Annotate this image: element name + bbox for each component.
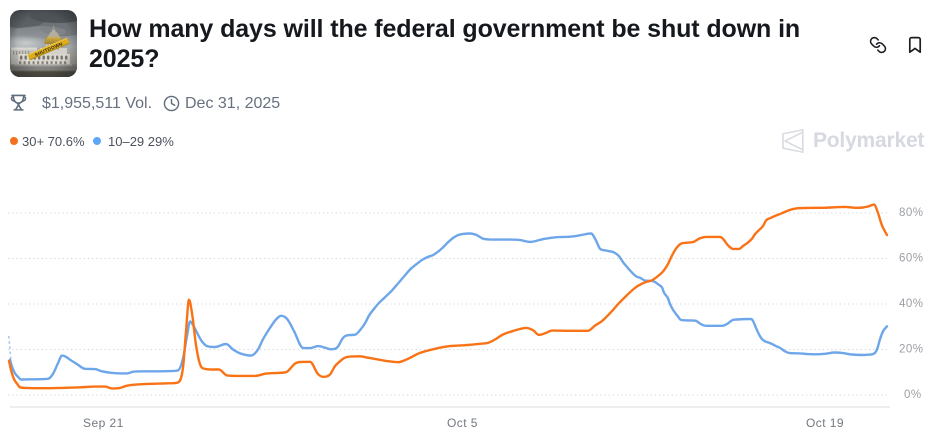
svg-text:Oct 19: Oct 19 <box>806 416 844 430</box>
svg-text:0%: 0% <box>904 389 922 401</box>
svg-text:Sep 21: Sep 21 <box>83 416 124 430</box>
svg-text:40%: 40% <box>899 298 924 310</box>
svg-text:20%: 20% <box>899 344 924 356</box>
svg-text:80%: 80% <box>899 207 924 219</box>
svg-text:Oct 5: Oct 5 <box>447 416 478 430</box>
svg-text:60%: 60% <box>899 253 924 265</box>
